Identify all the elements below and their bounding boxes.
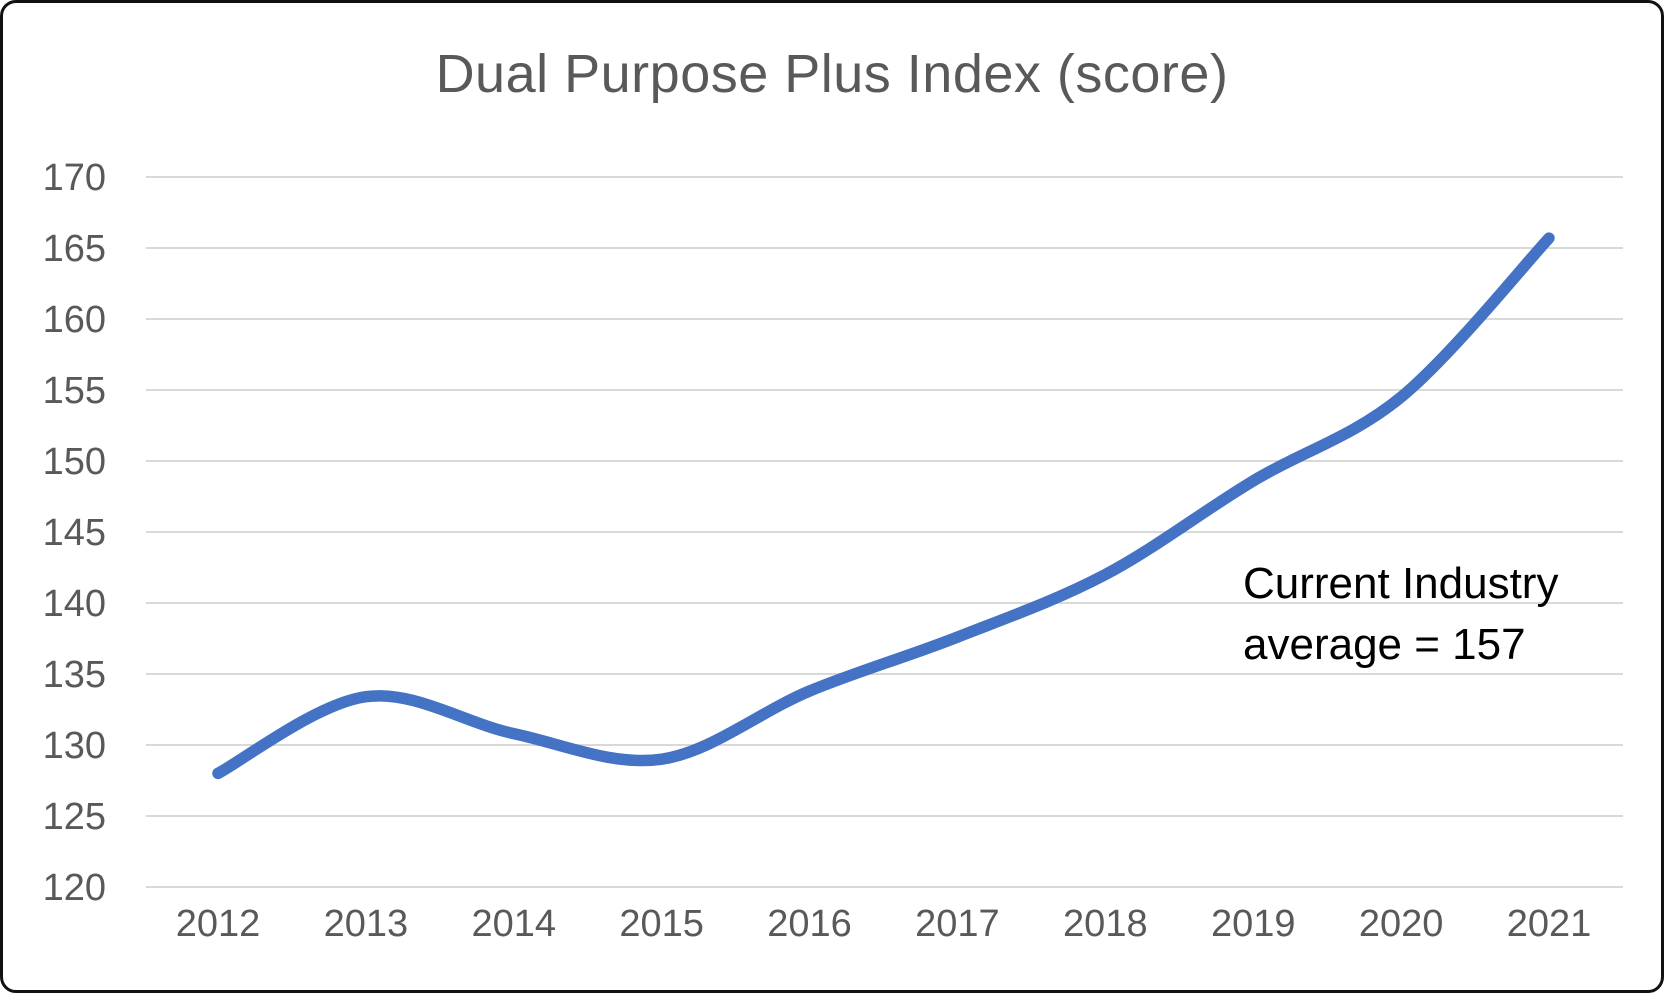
index-data-line <box>212 232 1555 780</box>
y-tick-label: 120 <box>43 867 106 909</box>
y-tick-label: 155 <box>43 370 106 412</box>
x-tick-label: 2021 <box>1507 903 1592 945</box>
y-tick-label: 125 <box>43 796 106 838</box>
x-tick-label: 2014 <box>472 903 557 945</box>
y-tick-label: 145 <box>43 512 106 554</box>
y-tick-label: 130 <box>43 725 106 767</box>
y-tick-label: 170 <box>43 157 106 199</box>
chart-title: Dual Purpose Plus Index (score) <box>435 44 1229 104</box>
x-tick-label: 2018 <box>1063 903 1148 945</box>
y-tick-label: 160 <box>43 299 106 341</box>
x-tick-label: 2013 <box>324 903 409 945</box>
x-tick-label: 2017 <box>915 903 1000 945</box>
x-tick-label: 2019 <box>1211 903 1296 945</box>
x-tick-label: 2015 <box>619 903 704 945</box>
x-tick-label: 2012 <box>176 903 261 945</box>
y-tick-label: 135 <box>43 654 106 696</box>
industry-average-annotation: Current Industry average = 157 <box>1243 553 1558 675</box>
y-tick-label: 165 <box>43 228 106 270</box>
annotation-line-2: average = 157 <box>1243 620 1526 669</box>
annotation-line-1: Current Industry <box>1243 559 1559 608</box>
x-tick-label: 2016 <box>767 903 852 945</box>
y-tick-label: 140 <box>43 583 106 625</box>
x-tick-label: 2020 <box>1359 903 1444 945</box>
y-tick-label: 150 <box>43 441 106 483</box>
line-chart-plot-area: 120 125 130 135 140 145 150 155 160 165 170 2012 201… <box>43 157 1623 945</box>
